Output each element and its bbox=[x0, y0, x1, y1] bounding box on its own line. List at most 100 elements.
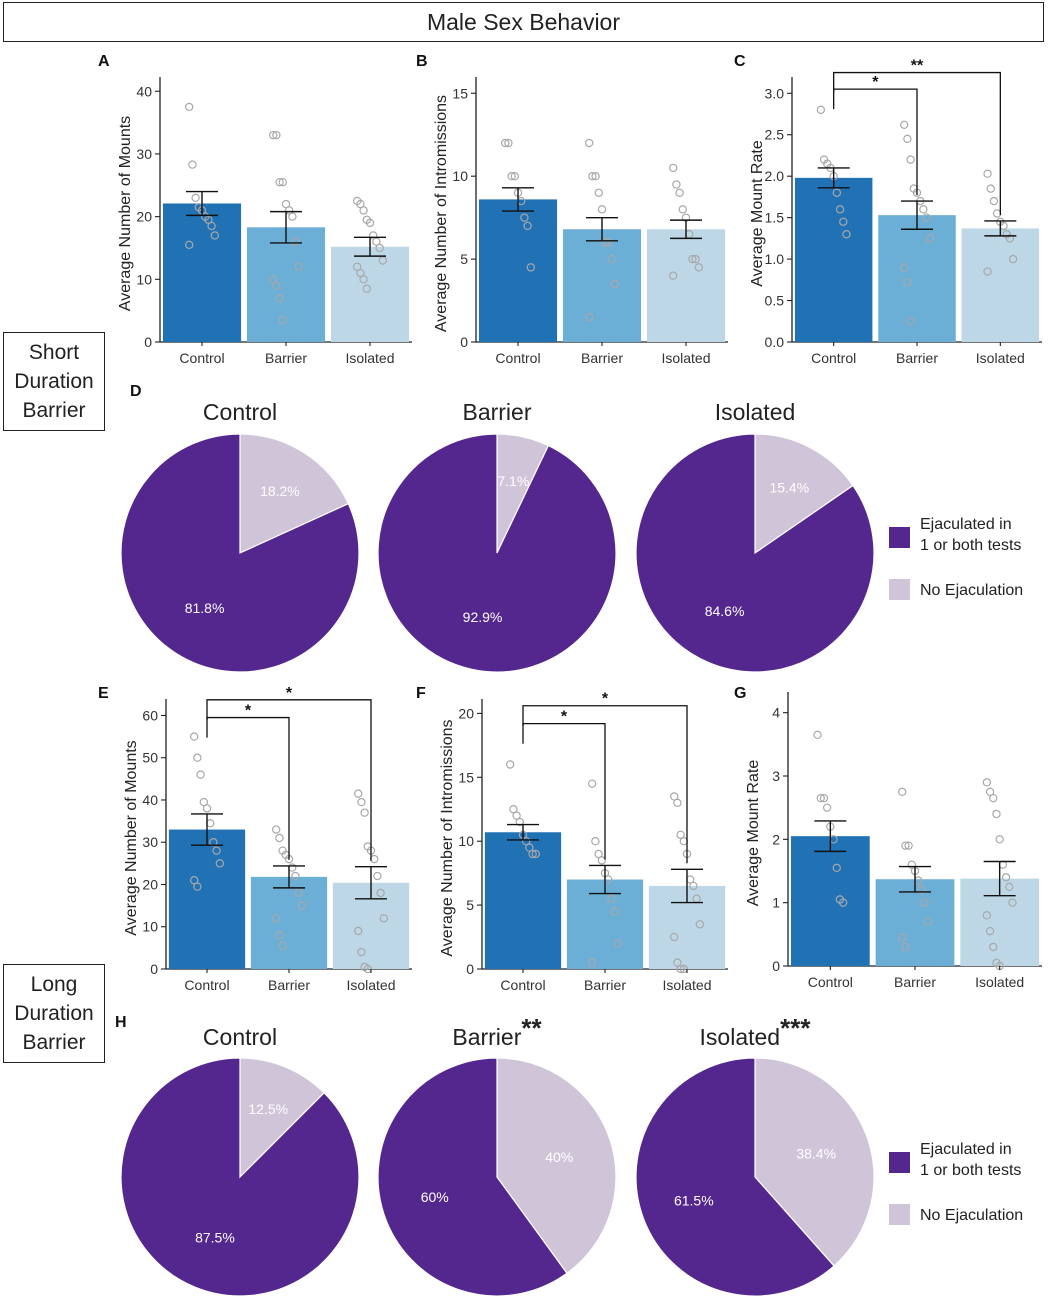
x-tick-label: Barrier bbox=[896, 350, 938, 366]
data-point bbox=[842, 230, 851, 239]
data-point bbox=[675, 188, 684, 197]
y-tick-label: 30 bbox=[142, 834, 158, 850]
y-tick-label: 1.5 bbox=[765, 210, 785, 226]
data-point bbox=[591, 171, 600, 181]
pie-title: Control bbox=[203, 1024, 277, 1050]
data-point bbox=[525, 843, 534, 852]
pie-slice-no-ejaculation bbox=[496, 1057, 617, 1275]
legend-label: No Ejaculation bbox=[920, 1207, 1023, 1224]
pie-slice-no-ejaculation bbox=[239, 433, 350, 554]
data-point bbox=[510, 171, 519, 181]
x-tick-label: Isolated bbox=[346, 977, 395, 993]
y-tick-label: 60 bbox=[142, 707, 158, 723]
x-tick-label: Control bbox=[179, 350, 224, 366]
y-tick-label: 30 bbox=[136, 146, 152, 162]
legend-label: 1 or both tests bbox=[920, 537, 1021, 554]
pie-slice-label: 84.6% bbox=[705, 603, 745, 619]
data-point bbox=[982, 778, 992, 787]
data-point bbox=[986, 184, 995, 193]
data-point bbox=[365, 218, 375, 228]
significance-label: * bbox=[245, 703, 252, 720]
data-point bbox=[983, 169, 992, 178]
data-point bbox=[585, 312, 594, 322]
data-point bbox=[207, 221, 216, 231]
bar-barrier bbox=[246, 227, 326, 342]
y-tick-label: 2 bbox=[772, 831, 780, 847]
legend-label: 1 or both tests bbox=[920, 1162, 1021, 1179]
panel-letter: F bbox=[416, 685, 426, 702]
data-point bbox=[903, 278, 912, 287]
data-point bbox=[520, 213, 529, 222]
data-point bbox=[297, 901, 306, 910]
data-point bbox=[907, 860, 917, 869]
data-point bbox=[202, 804, 212, 813]
bar-panel-C: C 0.0 0.5 1.0 1.5 2.0 2.5 3.0 Average Mount Rate… bbox=[734, 53, 1042, 366]
pie-legend-D: Ejaculated in 1 or both tests No Ejaculati… bbox=[889, 516, 1023, 600]
data-point bbox=[679, 836, 689, 846]
legend-label: No Ejaculation bbox=[920, 582, 1023, 599]
data-point bbox=[816, 793, 825, 803]
y-axis-label: Average Number of Mounts bbox=[117, 116, 134, 311]
pie-slice-no-ejaculation bbox=[239, 1057, 325, 1179]
pie-slice-label: 61.5% bbox=[674, 1192, 714, 1208]
panel-letter: C bbox=[734, 53, 746, 70]
data-point bbox=[900, 263, 909, 272]
data-point bbox=[676, 830, 685, 840]
data-point bbox=[604, 238, 613, 247]
data-point bbox=[832, 863, 841, 873]
data-point bbox=[291, 871, 300, 881]
data-point bbox=[591, 836, 600, 846]
data-point bbox=[688, 254, 697, 264]
x-tick-label: Control bbox=[500, 977, 545, 993]
x-tick-label: Isolated bbox=[976, 350, 1025, 366]
data-point bbox=[189, 876, 199, 885]
x-tick-label: Isolated bbox=[345, 350, 394, 366]
data-point bbox=[275, 293, 284, 303]
pie-title: Barrier bbox=[462, 399, 531, 425]
pie-slice-label: 18.2% bbox=[260, 483, 300, 499]
bar-panel-E: E 0 10 20 30 40 50 60 Average Number of Mounts Co… bbox=[98, 685, 412, 993]
data-point bbox=[906, 155, 915, 164]
data-point bbox=[985, 926, 995, 936]
data-point bbox=[522, 836, 531, 846]
data-point bbox=[1008, 254, 1018, 264]
data-point bbox=[191, 193, 200, 203]
pie-slice-ejaculated bbox=[120, 433, 360, 673]
data-point bbox=[601, 238, 610, 247]
legend-swatch-ejaculated bbox=[889, 1152, 910, 1173]
pie-slice-ejaculated bbox=[120, 1057, 360, 1297]
bar-barrier bbox=[250, 876, 328, 969]
data-point bbox=[272, 281, 281, 290]
y-tick-label: 5 bbox=[460, 251, 468, 267]
y-tick-label: 0.5 bbox=[765, 293, 785, 309]
data-point bbox=[1005, 882, 1014, 892]
y-tick-label: 2.5 bbox=[765, 127, 785, 143]
y-tick-label: 1.0 bbox=[765, 251, 785, 267]
x-tick-label: Control bbox=[811, 350, 856, 366]
y-tick-label: 0 bbox=[772, 958, 780, 974]
data-point bbox=[813, 730, 822, 740]
data-point bbox=[378, 256, 387, 265]
panel-letter: A bbox=[98, 53, 110, 70]
data-point bbox=[676, 964, 685, 974]
y-axis-label: Average Number of Mounts bbox=[123, 740, 140, 935]
y-tick-label: 3.0 bbox=[765, 85, 785, 101]
significance-label: * bbox=[561, 709, 568, 726]
significance-label: ** bbox=[911, 58, 924, 75]
data-point bbox=[189, 732, 199, 741]
row-label-line: Barrier bbox=[22, 399, 86, 422]
figure-title-text: Male Sex Behavior bbox=[426, 8, 621, 35]
data-point bbox=[275, 833, 284, 843]
data-point bbox=[992, 209, 1002, 218]
data-point bbox=[515, 817, 525, 827]
data-point bbox=[507, 171, 516, 181]
significance-label: * bbox=[872, 74, 879, 91]
significance-bracket bbox=[522, 705, 688, 864]
data-point bbox=[379, 914, 388, 923]
data-point bbox=[919, 205, 928, 214]
data-point bbox=[903, 134, 912, 144]
data-point bbox=[196, 770, 205, 779]
pie-title-significance: *** bbox=[780, 1013, 811, 1043]
pie-D-barrier: Barrier 7.1% 92.9% bbox=[377, 399, 617, 673]
data-point bbox=[509, 805, 518, 814]
